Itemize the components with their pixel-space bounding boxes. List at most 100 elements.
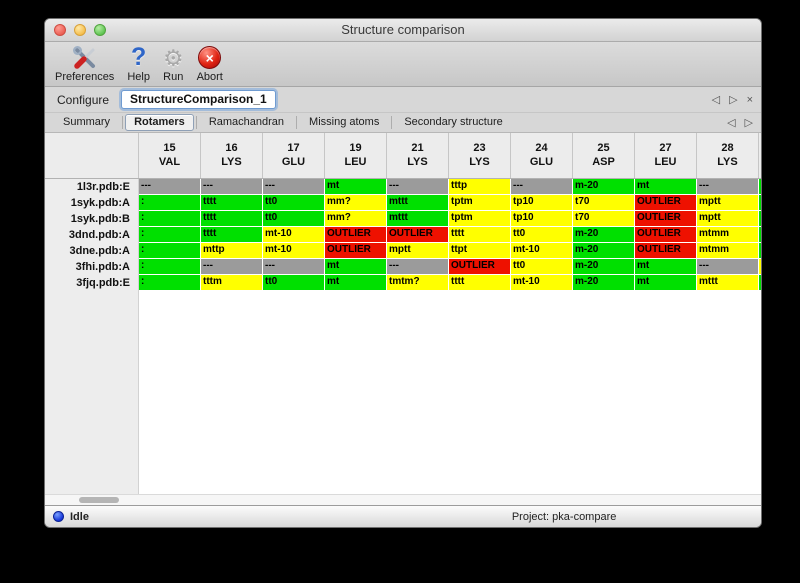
rotamer-cell[interactable]: mt-10 — [263, 227, 324, 242]
clipped-overflow-cell[interactable] — [759, 211, 761, 226]
configure-name-field[interactable]: StructureComparison_1 — [121, 90, 276, 109]
rotamer-cell[interactable]: m-20 — [573, 275, 634, 290]
rotamer-cell[interactable]: mm? — [325, 195, 386, 210]
rotamer-cell[interactable]: m-20 — [573, 243, 634, 258]
rotamer-cell[interactable]: : — [139, 243, 200, 258]
rotamer-cell[interactable]: mt — [325, 275, 386, 290]
rotamer-cell[interactable]: mt-10 — [511, 243, 572, 258]
clipped-overflow-cell[interactable] — [759, 227, 761, 242]
rotamer-cell[interactable]: mtmm — [697, 243, 758, 258]
abort-button[interactable]: × Abort — [197, 44, 223, 83]
rotamer-cell[interactable]: tt0 — [263, 211, 324, 226]
rotamer-cell[interactable]: ttpt — [449, 243, 510, 258]
preferences-button[interactable]: Preferences — [55, 44, 114, 83]
rotamer-cell[interactable]: OUTLIER — [387, 227, 448, 242]
rotamer-cell[interactable]: tttt — [201, 211, 262, 226]
rotamer-cell[interactable]: --- — [139, 179, 200, 194]
tab-summary[interactable]: Summary — [63, 116, 111, 128]
rotamer-cell[interactable]: tt0 — [511, 259, 572, 274]
rotamer-cell[interactable]: tp10 — [511, 211, 572, 226]
rotamer-cell[interactable]: mptt — [697, 211, 758, 226]
tab-missing-atoms[interactable]: Missing atoms — [309, 116, 380, 128]
tab-secondary-structure[interactable]: Secondary structure — [404, 116, 503, 128]
horizontal-scrollbar[interactable] — [45, 494, 761, 505]
rotamer-cell[interactable]: t70 — [573, 211, 634, 226]
clipped-overflow-cell[interactable] — [759, 275, 761, 290]
rotamer-cell[interactable]: mt-10 — [511, 275, 572, 290]
nav-right-icon[interactable]: ▷ — [729, 94, 738, 106]
rotamer-cell[interactable]: mtmm — [697, 227, 758, 242]
rotamer-cell[interactable]: tt0 — [511, 227, 572, 242]
rotamer-cell[interactable]: --- — [201, 259, 262, 274]
help-button[interactable]: ? Help — [127, 44, 150, 84]
rotamer-cell[interactable]: OUTLIER — [635, 243, 696, 258]
nav-left-icon[interactable]: ◁ — [711, 94, 721, 106]
close-window-button[interactable] — [54, 24, 66, 36]
rotamer-cell[interactable]: OUTLIER — [449, 259, 510, 274]
zoom-window-button[interactable] — [94, 24, 106, 36]
rotamer-cell[interactable]: --- — [263, 259, 324, 274]
row-label[interactable]: 3dnd.pdb:A — [45, 227, 138, 242]
close-icon[interactable]: × — [746, 93, 753, 106]
rotamer-cell[interactable]: OUTLIER — [635, 211, 696, 226]
clipped-overflow-cell[interactable] — [759, 195, 761, 210]
rotamer-cell[interactable]: --- — [511, 179, 572, 194]
clipped-overflow-cell[interactable] — [759, 243, 761, 258]
row-label[interactable]: 1syk.pdb:A — [45, 195, 138, 210]
row-label[interactable]: 1l3r.pdb:E — [45, 179, 138, 194]
rotamer-cell[interactable]: mt — [635, 259, 696, 274]
rotamer-cell[interactable]: --- — [201, 179, 262, 194]
rotamer-cell[interactable]: tttt — [449, 227, 510, 242]
nav-left-icon[interactable]: ◁ — [727, 117, 736, 129]
rotamer-cell[interactable]: mptt — [387, 243, 448, 258]
rotamer-cell[interactable]: --- — [263, 179, 324, 194]
nav-right-icon[interactable]: ▷ — [744, 117, 753, 129]
rotamer-cell[interactable]: t70 — [573, 195, 634, 210]
tab-rotamers[interactable]: Rotamers — [125, 114, 194, 131]
run-button[interactable]: ⚙ Run — [163, 44, 184, 84]
rotamer-cell[interactable]: tptm — [449, 211, 510, 226]
clipped-overflow-cell[interactable] — [759, 179, 761, 194]
rotamer-cell[interactable]: tp10 — [511, 195, 572, 210]
rotamer-cell[interactable]: tttt — [449, 275, 510, 290]
rotamer-cell[interactable]: mttt — [697, 275, 758, 290]
rotamer-cell[interactable]: mttt — [387, 211, 448, 226]
rotamer-cell[interactable]: tt0 — [263, 275, 324, 290]
rotamer-cell[interactable]: : — [139, 227, 200, 242]
row-label[interactable]: 3dne.pdb:A — [45, 243, 138, 258]
rotamer-cell[interactable]: mt-10 — [263, 243, 324, 258]
rotamer-cell[interactable]: tttp — [449, 179, 510, 194]
rotamer-cell[interactable]: : — [139, 195, 200, 210]
rotamer-cell[interactable]: m-20 — [573, 259, 634, 274]
clipped-overflow-cell[interactable] — [759, 259, 761, 274]
rotamer-cell[interactable]: mm? — [325, 211, 386, 226]
rotamer-cell[interactable]: tttt — [201, 195, 262, 210]
rotamer-cell[interactable]: : — [139, 259, 200, 274]
rotamer-cell[interactable]: tttt — [201, 227, 262, 242]
rotamer-cell[interactable]: mt — [635, 179, 696, 194]
rotamer-cell[interactable]: --- — [387, 259, 448, 274]
rotamer-cell[interactable]: OUTLIER — [635, 227, 696, 242]
rotamer-cell[interactable]: --- — [697, 179, 758, 194]
rotamer-cell[interactable]: tmtm? — [387, 275, 448, 290]
rotamer-cell[interactable]: OUTLIER — [325, 227, 386, 242]
rotamer-cell[interactable]: mttt — [387, 195, 448, 210]
rotamer-cell[interactable]: tt0 — [263, 195, 324, 210]
rotamer-cell[interactable]: tttm — [201, 275, 262, 290]
row-label[interactable]: 3fhi.pdb:A — [45, 259, 138, 274]
minimize-window-button[interactable] — [74, 24, 86, 36]
scrollbar-thumb[interactable] — [79, 497, 119, 503]
row-label[interactable]: 1syk.pdb:B — [45, 211, 138, 226]
rotamer-cell[interactable]: tptm — [449, 195, 510, 210]
rotamer-cell[interactable]: mt — [325, 179, 386, 194]
rotamer-cell[interactable]: m-20 — [573, 179, 634, 194]
rotamer-cell[interactable]: OUTLIER — [635, 195, 696, 210]
rotamer-cell[interactable]: OUTLIER — [325, 243, 386, 258]
rotamer-cell[interactable]: : — [139, 211, 200, 226]
rotamer-cell[interactable]: --- — [697, 259, 758, 274]
rotamer-cell[interactable]: m-20 — [573, 227, 634, 242]
tab-ramachandran[interactable]: Ramachandran — [208, 116, 285, 128]
rotamer-cell[interactable]: mt — [635, 275, 696, 290]
rotamer-cell[interactable]: : — [139, 275, 200, 290]
rotamer-cell[interactable]: mt — [325, 259, 386, 274]
